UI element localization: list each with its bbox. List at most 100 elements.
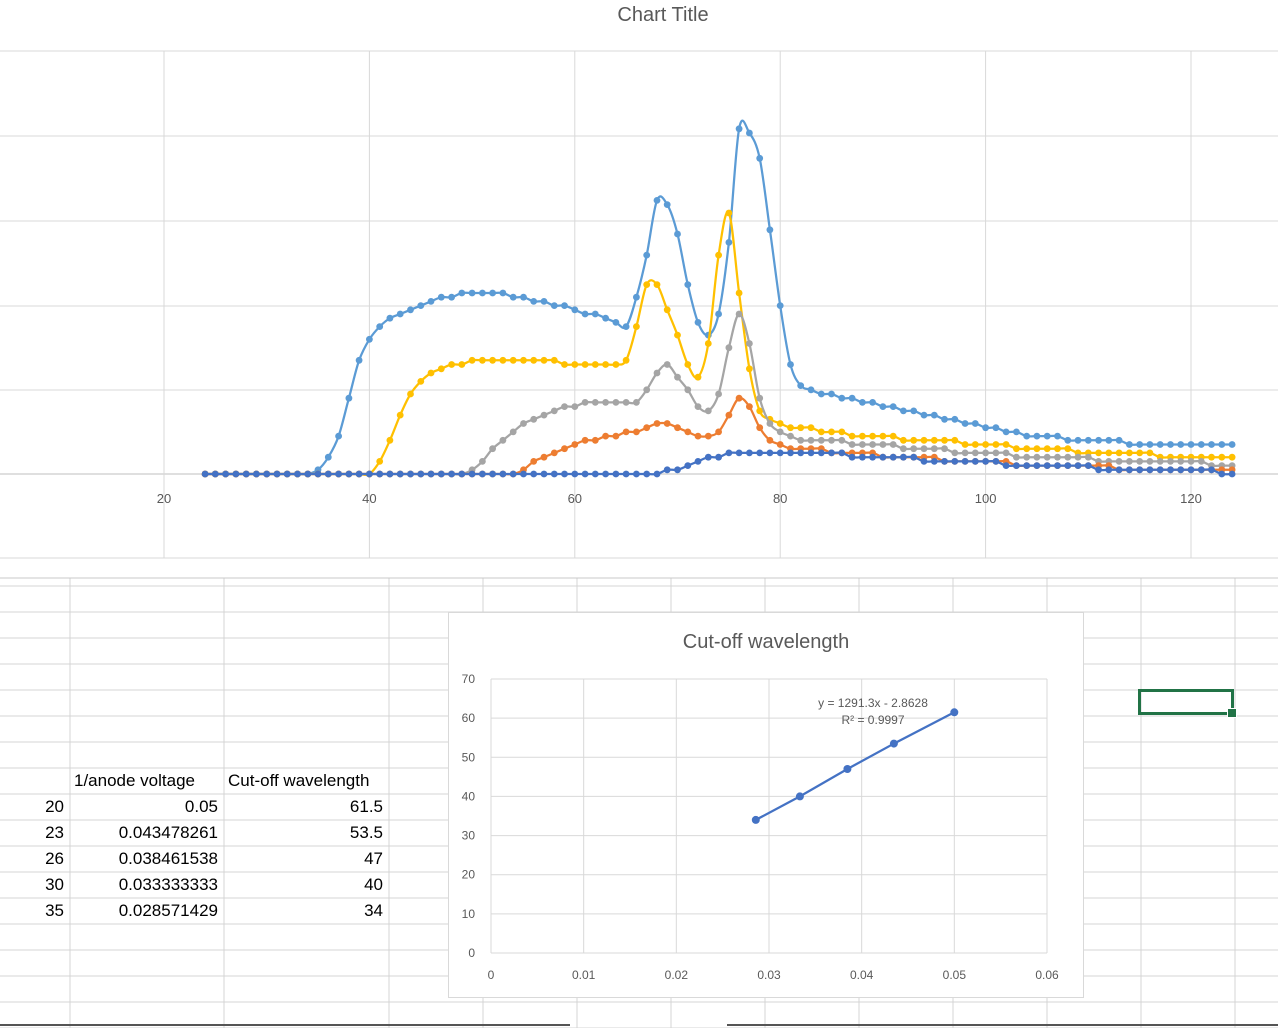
series-point-4	[776, 441, 784, 448]
series-point-3	[776, 428, 784, 436]
series-point-1	[1115, 436, 1123, 444]
series-point-2	[1023, 445, 1031, 453]
series-point-3	[530, 415, 538, 423]
series-point-1	[643, 251, 651, 259]
series-point-2	[930, 436, 938, 444]
series-point-1	[622, 323, 630, 330]
series-point-5	[961, 458, 969, 465]
series-point-3	[889, 441, 897, 448]
series-point-1	[1043, 432, 1051, 440]
series-point-2	[561, 361, 568, 368]
series-point-4	[674, 424, 681, 432]
series-point-2	[591, 361, 599, 368]
series-point-1	[838, 394, 846, 402]
series-point-3	[561, 403, 568, 410]
series-point-3	[735, 310, 743, 318]
series-point-4	[591, 436, 599, 444]
series-point-1	[766, 226, 774, 234]
series-point-1	[633, 293, 640, 301]
series-point-4	[550, 449, 558, 457]
spectrum-plot-area: 20 40 60 80 100 120	[0, 50, 1278, 559]
series-point-3	[479, 458, 486, 465]
series-point-1	[1136, 441, 1144, 448]
series-point-2	[746, 365, 753, 373]
series-point-2	[735, 289, 743, 297]
series-point-5	[1043, 462, 1051, 469]
series-point-5	[263, 470, 271, 478]
series-point-2	[427, 369, 435, 377]
series-point-5	[982, 458, 989, 465]
series-point-5	[622, 470, 630, 478]
series-point-2	[1043, 445, 1051, 453]
series-point-1	[828, 390, 835, 398]
series-point-5	[756, 449, 764, 457]
y-tick-label: 30	[462, 829, 476, 843]
series-point-3	[1126, 458, 1133, 465]
series-point-2	[807, 424, 815, 432]
series-point-1	[1187, 441, 1195, 448]
series-point-4	[653, 420, 661, 427]
series-point-3	[602, 399, 609, 406]
series-point-5	[1126, 466, 1133, 474]
series-point-4	[684, 428, 692, 436]
series-point-5	[920, 458, 928, 465]
spectrum-chart[interactable]: Chart Title 20 40 60 80 100 120	[0, 0, 1278, 565]
series-point-1	[1228, 441, 1236, 448]
series-point-1	[1177, 441, 1185, 448]
series-point-3	[653, 369, 661, 377]
data-point	[950, 708, 959, 717]
series-point-1	[376, 323, 384, 330]
series-point-4	[622, 428, 630, 436]
series-point-2	[941, 436, 948, 444]
series-point-1	[1033, 432, 1041, 440]
x-tick-label: 0	[488, 968, 495, 982]
series-point-4	[663, 420, 671, 427]
series-point-1	[417, 302, 425, 309]
cutoff-wavelength-chart[interactable]: Cut-off wavelength 0 10 20 30 40 50 60 70 0 0.01 0…	[448, 612, 1084, 998]
series-point-2	[499, 356, 507, 364]
x-tick-label: 0.03	[757, 968, 781, 982]
series-point-2	[1105, 449, 1113, 457]
series-point-3	[684, 386, 692, 394]
series-point-1	[396, 310, 404, 318]
x-tick-label: 0.04	[850, 968, 874, 982]
series-point-5	[468, 470, 476, 478]
series-point-5	[448, 470, 455, 478]
series-point-5	[653, 470, 661, 478]
series-point-5	[283, 470, 291, 478]
series-point-5	[715, 453, 722, 461]
series-point-5	[930, 458, 938, 465]
series-point-1	[509, 293, 517, 301]
data-point	[889, 739, 898, 748]
series-point-5	[273, 470, 281, 478]
series-point-1	[715, 310, 722, 318]
series-point-4	[756, 424, 764, 432]
series-point-5	[242, 470, 250, 478]
series-point-2	[694, 373, 702, 381]
series-point-5	[530, 470, 538, 478]
series-point-5	[571, 470, 579, 478]
series-point-3	[540, 411, 548, 419]
series-point-5	[602, 470, 609, 478]
series-point-2	[602, 361, 609, 368]
series-point-3	[982, 449, 989, 457]
series-point-3	[1146, 458, 1154, 465]
series-point-5	[704, 453, 712, 461]
series-point-1	[971, 420, 979, 427]
series-point-1	[674, 230, 681, 238]
series-point-4	[633, 428, 640, 436]
series-point-1	[982, 424, 989, 432]
series-point-1	[653, 197, 661, 204]
x-tick-label: 0.01	[572, 968, 596, 982]
series-point-1	[920, 411, 928, 419]
series-point-4	[540, 453, 548, 461]
series-point-1	[992, 424, 1000, 432]
series-point-3	[694, 403, 702, 410]
data-point	[843, 765, 852, 773]
series-point-2	[971, 441, 979, 448]
series-point-3	[910, 445, 918, 453]
y-tick-label: 0	[468, 946, 475, 960]
selected-cell[interactable]	[1138, 689, 1237, 718]
series-point-2	[530, 356, 538, 364]
fill-handle[interactable]	[1227, 708, 1237, 718]
